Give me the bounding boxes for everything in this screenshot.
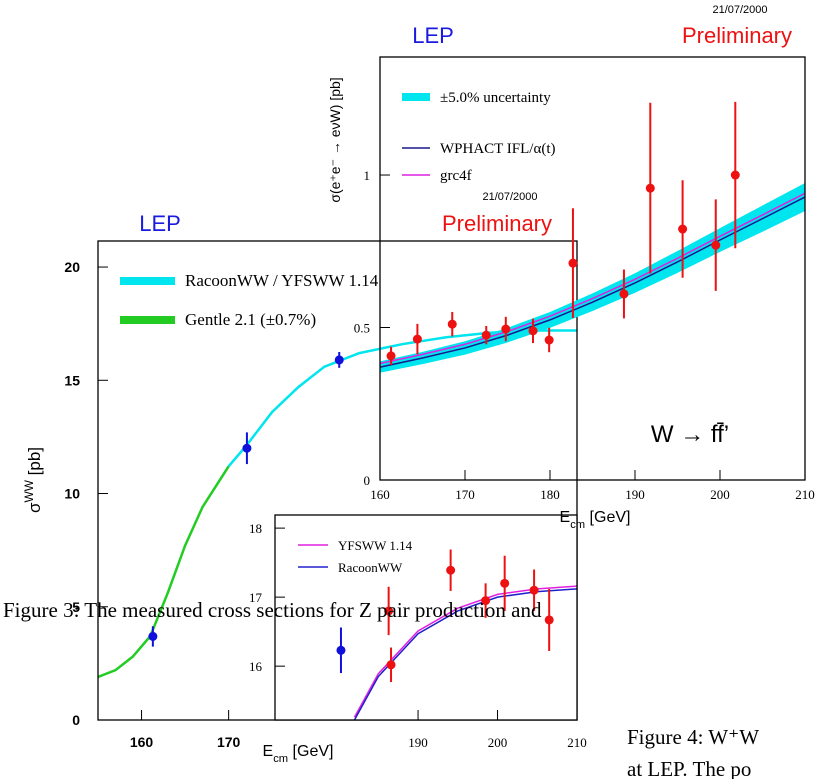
legend-label: Gentle 2.1 (±0.7%): [185, 310, 316, 329]
data-point: [544, 335, 554, 345]
process-label: W → ff̄’: [651, 421, 729, 448]
x-tick-label: 200: [710, 487, 730, 502]
label-part: σ: [25, 502, 44, 513]
x-tick-label: 210: [567, 735, 587, 750]
data-point: [148, 631, 158, 641]
legend-label: YFSWW 1.14: [338, 538, 413, 553]
plot-frame: [274, 514, 578, 721]
x-tick-label: 170: [217, 734, 241, 750]
data-point: [528, 326, 538, 336]
experiment-label: LEP: [412, 23, 454, 48]
x-tick-label: 180: [540, 487, 560, 502]
data-point: [645, 183, 655, 193]
data-point: [447, 319, 457, 329]
legend-label: ±5.0% uncertainty: [440, 90, 551, 106]
y-tick-label: 16: [249, 659, 263, 674]
y-tick-label: 20: [64, 259, 80, 275]
y-tick-label: 17: [249, 590, 263, 605]
data-point: [529, 585, 539, 595]
x-tick-label: 170: [455, 487, 475, 502]
y-tick-label: 10: [64, 486, 80, 502]
date-label: 21/07/2000: [712, 4, 767, 16]
label-part: σ(e⁺e⁻ → eνW) [pb]: [327, 77, 343, 202]
label-part: [pb]: [25, 447, 44, 480]
figure-caption: Figure 3: The measured cross sections fo…: [3, 598, 542, 622]
legend-label: grc4f: [440, 168, 472, 184]
data-point: [481, 330, 491, 340]
plot-area: [336, 549, 577, 720]
label-part: [GeV]: [288, 743, 333, 760]
y-tick-label: 18: [249, 521, 262, 536]
x-tick-label: 210: [795, 487, 815, 502]
label-part: E: [560, 509, 571, 526]
data-point: [384, 606, 394, 616]
legend-label: WPHACT IFL/α(t): [440, 141, 556, 157]
x-tick-label: 190: [408, 735, 428, 750]
data-point: [619, 289, 629, 299]
data-point: [386, 351, 396, 361]
chart: 0 0.5 1 160 170 180 190 200 210 ±5.0% uncertainty…: [327, 4, 815, 531]
y-tick-label: 1: [364, 168, 371, 183]
label-part: [GeV]: [585, 509, 630, 526]
legend-label: RacoonWW / YFSWW 1.14: [185, 271, 379, 290]
y-tick-label: 0: [72, 712, 80, 728]
x-tick-label: 160: [370, 487, 390, 502]
data-point: [334, 355, 344, 365]
x-axis-label: Ecm [GeV]: [263, 743, 334, 765]
plot-area: [380, 101, 805, 373]
label-part: cm: [273, 753, 288, 765]
data-point: [446, 565, 456, 575]
status-label: Preliminary: [682, 23, 792, 48]
data-point: [678, 224, 688, 234]
y-tick-label: 5: [72, 599, 80, 615]
status-label: Preliminary: [442, 211, 552, 236]
y-tick-label: 0: [364, 473, 371, 488]
curve: [98, 465, 230, 679]
data-point: [500, 578, 510, 588]
curve: [380, 196, 805, 368]
y-axis-label: σ(e⁺e⁻ → eνW) [pb]: [327, 77, 343, 202]
data-point: [730, 170, 740, 180]
legend-label: RacoonWW: [338, 560, 403, 575]
figure-caption: Figure 4: W⁺W: [627, 725, 759, 749]
label-part: E: [263, 743, 274, 760]
y-axis-label: σWW [pb]: [22, 447, 44, 513]
x-axis-label: Ecm [GeV]: [560, 509, 631, 531]
data-point: [412, 334, 422, 344]
data-point: [568, 258, 578, 268]
experiment-label: LEP: [139, 211, 181, 236]
x-tick-label: 190: [625, 487, 645, 502]
data-point: [481, 596, 491, 606]
date-label: 21/07/2000: [482, 191, 537, 203]
figure-caption: at LEP. The po: [627, 757, 751, 779]
curve: [227, 329, 577, 468]
y-tick-label: 15: [64, 372, 80, 388]
x-tick-label: 200: [488, 735, 508, 750]
data-point: [544, 615, 554, 625]
label-part: WW: [22, 479, 36, 502]
data-point: [386, 660, 396, 670]
curve: [380, 192, 805, 365]
label-part: cm: [570, 519, 585, 531]
plot-background: [275, 515, 577, 720]
data-point: [242, 443, 252, 453]
data-point: [336, 645, 346, 655]
plot-frame: [379, 56, 806, 481]
y-tick-label: 0.5: [354, 321, 370, 336]
data-point: [501, 324, 511, 334]
data-point: [711, 240, 721, 250]
chart: 16 17 18 190 200 210 YFSWW 1.14 RacoonWW: [249, 514, 587, 750]
x-tick-label: 160: [130, 734, 154, 750]
